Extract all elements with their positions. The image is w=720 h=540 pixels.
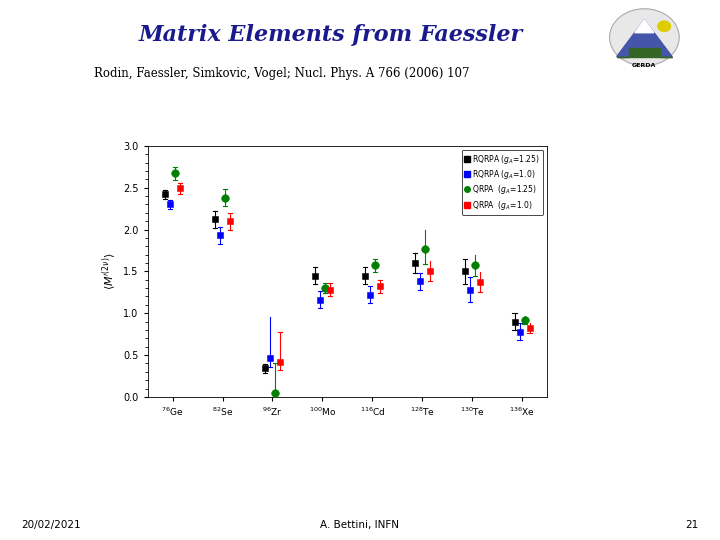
- Text: 21: 21: [685, 520, 698, 530]
- Polygon shape: [616, 48, 672, 57]
- Text: A. Bettini, INFN: A. Bettini, INFN: [320, 520, 400, 530]
- Polygon shape: [616, 20, 672, 57]
- Polygon shape: [635, 20, 654, 33]
- Text: GERDA: GERDA: [632, 63, 657, 68]
- Circle shape: [658, 21, 670, 31]
- Text: Rodin, Faessler, Simkovic, Vogel; Nucl. Phys. A 766 (2006) 107: Rodin, Faessler, Simkovic, Vogel; Nucl. …: [94, 68, 469, 80]
- Text: Matrix Elements from Faessler: Matrix Elements from Faessler: [139, 24, 523, 46]
- Circle shape: [610, 9, 679, 66]
- Y-axis label: $\langle M^{\prime(2\nu)}\rangle$: $\langle M^{\prime(2\nu)}\rangle$: [101, 252, 119, 291]
- Legend: RQRPA ($g_A$=1.25), RQRPA ($g_A$=1.0), QRPA  ($g_A$=1.25), QRPA  ($g_A$=1.0): RQRPA ($g_A$=1.25), RQRPA ($g_A$=1.0), Q…: [462, 150, 544, 214]
- Text: 20/02/2021: 20/02/2021: [22, 520, 81, 530]
